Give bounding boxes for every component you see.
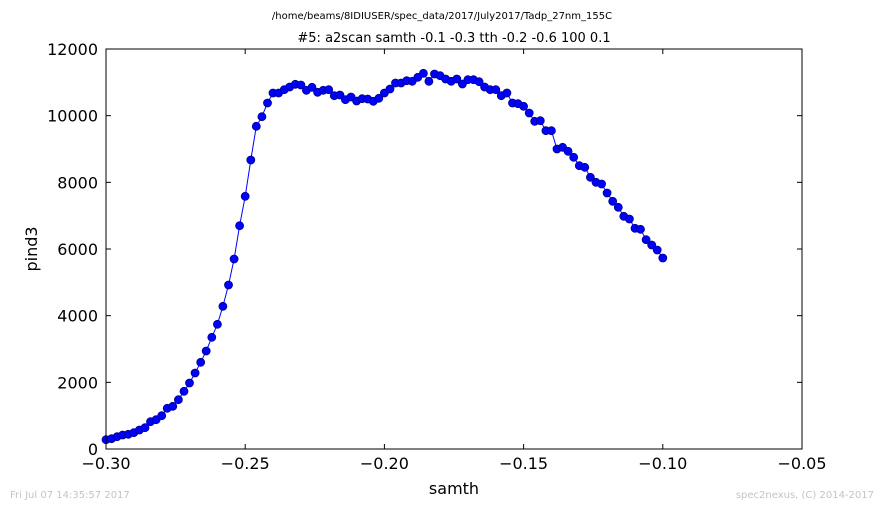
- data-point: [652, 245, 662, 255]
- x-axis-label: samth: [429, 479, 479, 498]
- data-point: [535, 116, 545, 126]
- data-point: [335, 90, 345, 100]
- data-point: [179, 386, 189, 396]
- y-tick-label: 4000: [57, 307, 98, 326]
- data-point: [229, 254, 239, 264]
- data-point: [168, 401, 178, 411]
- data-point: [418, 68, 428, 78]
- x-tick-label: −0.30: [81, 454, 130, 473]
- data-point: [569, 152, 579, 162]
- data-point: [586, 172, 595, 182]
- data-point: [240, 191, 250, 201]
- data-point: [246, 155, 256, 165]
- data-point: [580, 162, 590, 172]
- y-tick-label: 12000: [47, 40, 98, 59]
- data-point: [658, 253, 668, 263]
- x-tick-label: −0.10: [638, 454, 687, 473]
- y-tick-label: 10000: [47, 107, 98, 126]
- data-point: [224, 280, 233, 290]
- data-point: [491, 85, 501, 95]
- data-point: [647, 240, 657, 250]
- data-point: [502, 88, 512, 98]
- data-point: [212, 319, 222, 329]
- x-axis-ticks: −0.30 −0.25 −0.20 −0.15 −0.10 −0.05: [81, 49, 827, 473]
- data-point: [524, 108, 534, 118]
- data-point: [597, 179, 606, 189]
- y-axis-ticks: 0 2000 4000 6000 8000 10000 12000: [47, 40, 802, 459]
- data-point: [608, 196, 618, 206]
- x-tick-label: −0.25: [221, 454, 270, 473]
- data-point: [257, 112, 267, 122]
- data-point: [185, 378, 194, 388]
- chart-title: #5: a2scan samth -0.1 -0.3 tth -0.2 -0.6…: [297, 31, 610, 46]
- data-point: [296, 80, 306, 90]
- data-point: [424, 76, 434, 86]
- suptitle: /home/beams/8IDIUSER/spec_data/2017/July…: [272, 11, 612, 22]
- y-tick-label: 8000: [57, 173, 98, 192]
- data-point: [196, 357, 206, 367]
- data-point: [474, 77, 484, 87]
- data-point: [452, 74, 462, 84]
- data-point: [636, 224, 645, 234]
- y-axis-label: pind3: [22, 226, 41, 271]
- data-point: [235, 221, 245, 231]
- data-point: [374, 93, 384, 103]
- data-point: [201, 346, 211, 356]
- data-point: [385, 84, 395, 94]
- timestamp-footer: Fri Jul 07 14:35:57 2017: [10, 490, 130, 501]
- data-point: [625, 214, 634, 224]
- y-tick-label: 2000: [57, 373, 98, 392]
- data-point: [140, 423, 150, 433]
- data-point: [519, 101, 528, 111]
- data-point: [251, 121, 261, 131]
- y-tick-label: 6000: [57, 240, 98, 259]
- data-point: [641, 235, 651, 245]
- x-tick-label: −0.05: [777, 454, 826, 473]
- y-tick-label: 0: [88, 440, 98, 459]
- data-point: [307, 82, 317, 92]
- data-point: [218, 301, 228, 311]
- x-tick-label: −0.20: [360, 454, 409, 473]
- x-tick-label: −0.15: [499, 454, 548, 473]
- data-point: [547, 126, 556, 136]
- data-point: [157, 411, 167, 421]
- copyright-footer: spec2nexus, (C) 2014-2017: [736, 490, 874, 501]
- data-series: [101, 68, 668, 445]
- axes-frame: [105, 48, 803, 450]
- data-point: [324, 85, 334, 95]
- data-point: [602, 188, 612, 198]
- data-point: [263, 98, 272, 108]
- data-point: [207, 332, 217, 342]
- data-point: [173, 395, 183, 405]
- data-point: [563, 146, 573, 156]
- data-point: [190, 368, 200, 378]
- data-point: [613, 202, 623, 212]
